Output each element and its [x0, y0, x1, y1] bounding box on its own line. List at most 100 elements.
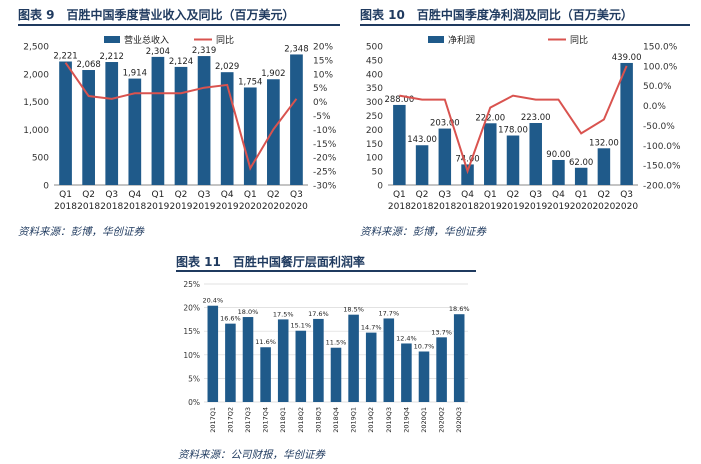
y-axis-tick-label: 25% — [183, 280, 200, 289]
x-tick-label: 2018Q4 — [332, 407, 340, 433]
bar — [207, 305, 219, 402]
legend-line-label: 同比 — [216, 34, 234, 46]
bar — [105, 62, 119, 185]
x-tick-label: 2018 — [100, 202, 123, 212]
bar — [290, 54, 303, 185]
right-axis-tick-label: 0.0% — [643, 102, 666, 112]
left-axis-tick-label: 2,000 — [23, 70, 49, 80]
bar-data-label: 74.00 — [455, 154, 479, 164]
bar-data-label: 18.5% — [343, 306, 364, 314]
bar-data-label: 1,754 — [238, 77, 262, 87]
x-tick-label: 2019 — [524, 202, 547, 212]
fig9-source: 资料来源：彭博，华创证券 — [18, 226, 144, 238]
bar — [436, 337, 447, 402]
x-tick-label: 2020 — [570, 202, 593, 212]
left-axis-tick-label: 100 — [366, 154, 383, 164]
bar — [295, 330, 307, 402]
left-axis-tick-label: 500 — [366, 43, 383, 53]
fig11-title: 图表 11 百胜中国餐厅层面利润率 — [176, 255, 365, 269]
x-tick-label: 2020 — [592, 202, 615, 212]
bar-data-label: 132.00 — [589, 138, 619, 148]
bar-data-label: 1,902 — [261, 69, 285, 79]
fig9-title-rule — [18, 24, 340, 26]
right-axis-tick-label: 10% — [313, 70, 333, 80]
x-tick-label: 2019 — [479, 202, 502, 212]
bar-data-label: 2,029 — [215, 62, 239, 72]
right-axis-tick-label: -20% — [313, 154, 337, 164]
y-axis-tick-label: 20% — [183, 304, 200, 313]
left-axis-tick-label: 300 — [366, 98, 383, 108]
x-tick-label: Q1 — [152, 190, 165, 200]
bar-data-label: 203.00 — [430, 119, 460, 129]
right-axis-tick-label: -25% — [313, 168, 337, 178]
legend-bar-label: 营业总收入 — [124, 34, 169, 46]
x-tick-label: Q4 — [221, 190, 234, 200]
bar-data-label: 222.00 — [475, 113, 505, 123]
left-axis-tick-label: 1,000 — [23, 126, 49, 136]
left-axis-tick-label: 500 — [32, 154, 49, 164]
bar — [620, 62, 633, 185]
bar — [277, 319, 289, 402]
x-tick-label: 2018 — [77, 202, 100, 212]
x-tick-label: 2018 — [411, 202, 434, 212]
fig11-source: 资料来源：公司财报，华创证券 — [178, 449, 325, 461]
bar-data-label: 2,124 — [169, 57, 193, 67]
fig10-chart: 0 50 100 150 200 250 300 350 400 450 500 -200.0% -15… — [366, 34, 681, 212]
x-tick-label: 2020Q2 — [438, 407, 446, 433]
bar-data-label: 14.7% — [361, 324, 382, 332]
bar-data-label: 2,212 — [100, 52, 124, 62]
right-axis-tick-label: -30% — [313, 182, 337, 192]
x-tick-label: 2019 — [502, 202, 525, 212]
bar-data-label: 15.1% — [290, 322, 311, 330]
bar-data-label: 2,348 — [284, 44, 308, 54]
x-tick-label: Q1 — [59, 190, 72, 200]
bar — [552, 159, 565, 185]
x-tick-label: 2019 — [170, 202, 193, 212]
bar-data-label: 1,914 — [123, 69, 147, 79]
y-axis-tick-label: 5% — [188, 374, 200, 383]
bar-data-label: 288.00 — [384, 95, 414, 105]
fig10-title: 图表 10 百胜中国季度净利润及同比（百万美元） — [360, 8, 633, 22]
right-axis-tick-label: 100.0% — [643, 62, 678, 72]
bar-data-label: 12.4% — [396, 334, 417, 342]
x-tick-label: Q4 — [461, 190, 474, 200]
bar — [461, 164, 474, 185]
left-axis-tick-label: 200 — [366, 126, 383, 136]
bar — [243, 87, 257, 185]
bar-data-label: 11.6% — [255, 338, 276, 346]
x-tick-label: Q1 — [244, 190, 257, 200]
left-axis-tick-label: 150 — [366, 140, 383, 150]
x-tick-label: Q2 — [175, 190, 188, 200]
bar-data-label: 2,304 — [146, 47, 170, 57]
bar-data-label: 439.00 — [612, 53, 642, 63]
left-axis-tick-label: 350 — [366, 84, 383, 94]
bar-data-label: 10.7% — [414, 342, 435, 350]
bar-data-label: 2,068 — [76, 60, 100, 70]
bar-data-label: 20.4% — [202, 297, 223, 305]
y-axis-tick-label: 15% — [183, 327, 200, 336]
x-tick-label: 2018 — [388, 202, 411, 212]
bar — [453, 314, 465, 402]
bar — [225, 323, 236, 402]
legend-bar-swatch — [428, 36, 444, 43]
bar — [393, 104, 406, 185]
right-axis-tick-label: -15% — [313, 140, 337, 150]
x-tick-label: 2017Q4 — [262, 407, 270, 433]
right-axis-tick-label: 0% — [313, 98, 328, 108]
x-tick-label: 2018 — [456, 202, 479, 212]
bar — [267, 79, 280, 185]
x-tick-label: Q1 — [575, 190, 588, 200]
right-axis-tick-label: -10% — [313, 126, 337, 136]
bar-data-label: 2,319 — [192, 46, 216, 56]
left-axis-tick-label: 0 — [377, 182, 383, 192]
yoy-line — [64, 62, 298, 171]
x-tick-label: 2020 — [262, 202, 285, 212]
bar-data-label: 90.00 — [546, 150, 570, 160]
bar — [260, 347, 271, 402]
x-tick-label: 2019Q2 — [367, 407, 375, 433]
x-tick-label: 2019Q4 — [402, 407, 410, 433]
bar-data-label: 2,221 — [53, 52, 77, 62]
x-tick-label: 2020Q1 — [420, 407, 428, 433]
x-tick-label: 2020 — [615, 202, 638, 212]
left-axis-tick-label: 400 — [366, 70, 383, 80]
